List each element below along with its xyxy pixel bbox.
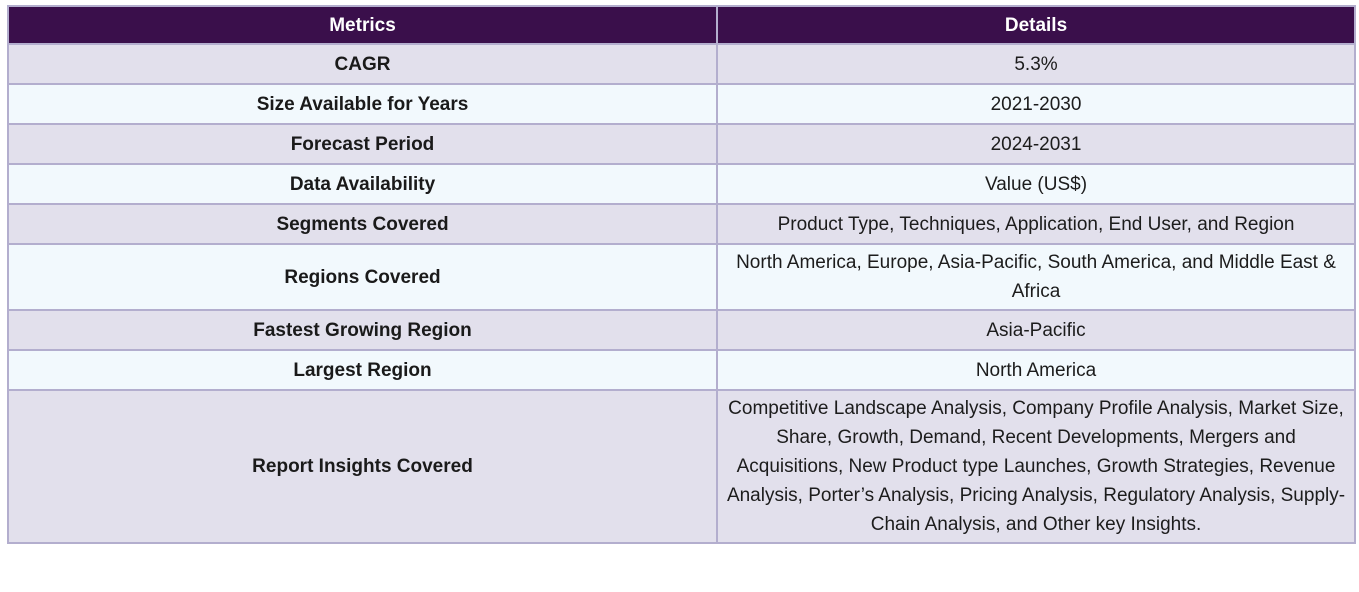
table-row: Forecast Period 2024-2031: [7, 123, 1356, 165]
metric-cell: Data Availability: [7, 163, 718, 205]
report-metrics-table-container: Metrics Details CAGR 5.3% Size Available…: [7, 5, 1356, 544]
metric-cell: Report Insights Covered: [7, 389, 718, 544]
table-row: Report Insights Covered Competitive Land…: [7, 389, 1356, 544]
detail-cell: North America: [716, 349, 1356, 391]
detail-cell: Competitive Landscape Analysis, Company …: [716, 389, 1356, 544]
metric-cell: Size Available for Years: [7, 83, 718, 125]
detail-cell: Asia-Pacific: [716, 309, 1356, 351]
detail-cell: 2024-2031: [716, 123, 1356, 165]
report-metrics-table: Metrics Details CAGR 5.3% Size Available…: [7, 5, 1356, 544]
table-row: Largest Region North America: [7, 349, 1356, 391]
table-row: CAGR 5.3%: [7, 43, 1356, 85]
detail-cell: Product Type, Techniques, Application, E…: [716, 203, 1356, 245]
table-header-row: Metrics Details: [7, 5, 1356, 45]
table-row: Size Available for Years 2021-2030: [7, 83, 1356, 125]
table-row: Fastest Growing Region Asia-Pacific: [7, 309, 1356, 351]
metric-cell: Forecast Period: [7, 123, 718, 165]
metric-cell: CAGR: [7, 43, 718, 85]
table-row: Data Availability Value (US$): [7, 163, 1356, 205]
detail-cell: Value (US$): [716, 163, 1356, 205]
metric-cell: Segments Covered: [7, 203, 718, 245]
header-metrics: Metrics: [7, 5, 718, 45]
detail-cell: North America, Europe, Asia-Pacific, Sou…: [716, 243, 1356, 311]
header-details: Details: [716, 5, 1356, 45]
detail-cell: 5.3%: [716, 43, 1356, 85]
metric-cell: Largest Region: [7, 349, 718, 391]
table-row: Regions Covered North America, Europe, A…: [7, 243, 1356, 311]
detail-cell: 2021-2030: [716, 83, 1356, 125]
metric-cell: Fastest Growing Region: [7, 309, 718, 351]
table-row: Segments Covered Product Type, Technique…: [7, 203, 1356, 245]
metric-cell: Regions Covered: [7, 243, 718, 311]
